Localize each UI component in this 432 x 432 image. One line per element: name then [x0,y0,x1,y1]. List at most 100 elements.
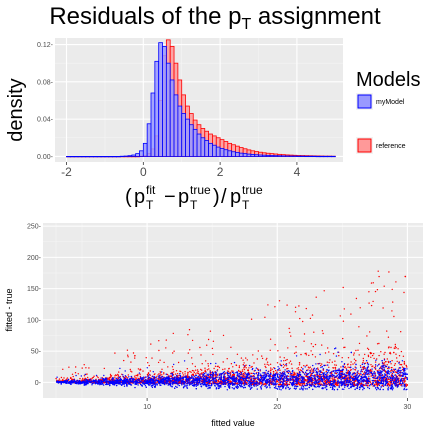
scatter-point-mymodel [199,375,201,378]
scatter-point-reference [315,383,317,386]
scatter-point-mymodel [319,377,321,379]
scatter-point-reference [357,372,359,374]
scatter-point-reference [342,320,345,322]
scatter-point-mymodel [257,369,260,372]
scatter-point-mymodel [340,372,342,375]
scatter-point-reference [117,374,119,376]
scatter-point-mymodel [100,377,102,379]
scatter-point-reference [276,371,278,373]
scatter-point-reference [140,369,142,371]
scatter-point-mymodel [152,375,154,378]
scatter-point-reference [243,367,245,369]
scatter-point-reference [321,330,324,332]
scatter-point-reference [163,373,165,375]
scatter-point-reference [373,367,376,369]
scatter-point-reference [142,370,144,372]
scatter-point-mymodel [145,378,147,381]
scatter-point-reference [158,340,160,342]
scatter-point-mymodel [215,362,217,365]
scatter-point-mymodel [279,372,281,374]
scatter-point-mymodel [129,383,131,385]
scatter-point-reference [294,306,297,308]
scatter-point-reference [306,380,308,382]
scatter-point-mymodel [395,383,397,385]
scatter-point-reference [367,354,370,356]
scatter-point-reference [391,310,393,312]
scatter-point-mymodel [367,386,369,389]
scatter-point-reference [373,357,375,360]
scatter-point-reference [314,356,317,358]
scatter-point-reference [227,370,229,372]
scatter-point-mymodel [120,383,122,385]
scatter-point-reference [267,304,269,306]
scatter-point-mymodel [76,379,79,382]
scatter-point-reference [311,353,314,356]
scatter-point-reference [364,367,367,369]
scatter-point-reference [230,346,232,348]
scatter-point-mymodel [294,388,297,390]
scatter-point-reference [283,357,285,359]
scatter-point-reference [165,339,167,341]
scatter-point-reference [317,367,319,369]
histogram-bar-mymodel [162,45,167,157]
scatter-point-reference [299,379,301,381]
scatter-point-reference [232,374,234,376]
scatter-point-reference [243,368,246,371]
scatter-point-reference [158,373,160,375]
scatter-point-reference [214,374,217,376]
scatter-point-mymodel [284,377,286,379]
scatter-point-reference [350,313,352,315]
scatter-point-mymodel [334,372,336,374]
scatter-point-mymodel [159,377,161,379]
scatter-point-mymodel [131,378,134,381]
scatter-point-mymodel [358,374,361,377]
scatter-point-mymodel [133,378,135,381]
scatter-point-mymodel [247,382,249,384]
scatter-point-reference [305,364,308,367]
xlabel-minus: − [164,186,176,208]
scatter-point-mymodel [382,388,384,391]
scatter-point-mymodel [316,373,319,375]
scatter-point-reference [366,361,369,364]
scatter-point-reference [325,364,327,366]
scatter-point-mymodel [103,374,105,377]
scatter-point-mymodel [260,373,262,375]
scatter-point-mymodel [402,382,404,385]
scatter-point-reference [287,375,290,377]
scatter-point-reference [244,366,246,368]
scatter-point-reference [300,366,303,369]
scatter-point-reference [250,318,253,320]
scatter-point-reference [303,333,306,335]
scatter-point-mymodel [279,379,282,381]
scatter-point-mymodel [243,386,245,389]
scatter-point-reference [286,383,288,385]
histogram-bar-mymodel [227,150,233,157]
scatter-point-reference [322,332,324,335]
scatter-point-mymodel [345,379,347,381]
scatter-point-reference [134,357,136,359]
scatter-point-reference [265,366,267,369]
scatter-point-reference [108,376,111,379]
scatter-point-mymodel [331,376,333,378]
scatter-point-mymodel [303,378,305,380]
scatter-point-mymodel [338,386,340,388]
scatter-point-mymodel [67,378,70,381]
scatter-point-reference [343,375,346,377]
scatter-point-reference [187,376,189,379]
scatter-point-reference [276,362,279,364]
scatter-point-reference [87,376,89,379]
scatter-point-mymodel [197,379,199,381]
scatter-point-reference [297,367,300,369]
scatter-point-mymodel [133,381,135,383]
scatter-point-reference [75,366,77,368]
scatter-point-mymodel [217,387,220,389]
scatter-point-reference [378,354,380,357]
scatter-point-mymodel [382,378,384,380]
scatter-point-reference [207,365,210,367]
scatter-point-reference [127,374,129,376]
scatter-point-reference [264,316,266,318]
scatter-point-mymodel [387,388,389,390]
scatter-point-mymodel [369,371,371,374]
scatter-point-reference [176,373,179,375]
scatter-point-mymodel [210,384,213,387]
